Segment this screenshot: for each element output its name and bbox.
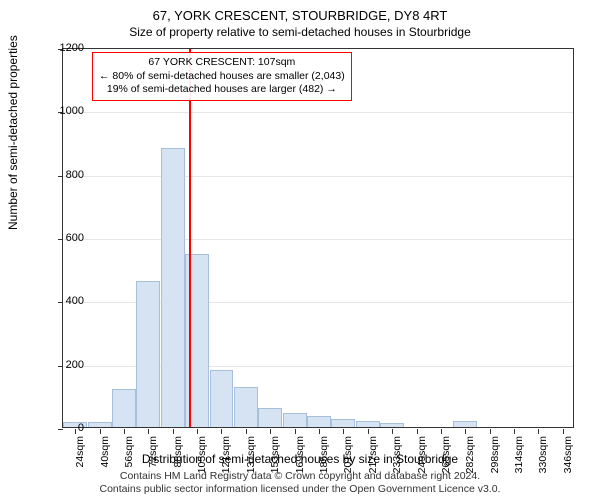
annotation-line: 67 YORK CRESCENT: 107sqm bbox=[99, 56, 345, 70]
x-tick-mark bbox=[392, 429, 393, 434]
y-tick-label: 400 bbox=[66, 295, 84, 307]
x-tick-label: 88sqm bbox=[172, 436, 184, 476]
x-tick-label: 153sqm bbox=[269, 436, 281, 476]
x-tick-label: 169sqm bbox=[294, 436, 306, 476]
x-tick-label: 314sqm bbox=[513, 436, 525, 476]
histogram-bar bbox=[136, 281, 160, 427]
x-tick-mark bbox=[319, 429, 320, 434]
x-tick-mark bbox=[124, 429, 125, 434]
x-tick-mark bbox=[441, 429, 442, 434]
histogram-bar bbox=[258, 408, 282, 427]
histogram-bar bbox=[283, 413, 307, 427]
x-tick-mark bbox=[514, 429, 515, 434]
x-tick-mark bbox=[417, 429, 418, 434]
x-tick-mark bbox=[465, 429, 466, 434]
x-tick-mark bbox=[563, 429, 564, 434]
x-tick-mark bbox=[490, 429, 491, 434]
x-tick-label: 346sqm bbox=[562, 436, 574, 476]
histogram-bar bbox=[234, 387, 258, 427]
x-tick-label: 201sqm bbox=[342, 436, 354, 476]
histogram-bar bbox=[88, 422, 112, 427]
annotation-line: 19% of semi-detached houses are larger (… bbox=[99, 83, 345, 97]
y-tick-mark bbox=[58, 302, 63, 303]
x-tick-mark bbox=[100, 429, 101, 434]
y-tick-mark bbox=[58, 176, 63, 177]
title-address: 67, YORK CRESCENT, STOURBRIDGE, DY8 4RT bbox=[0, 0, 600, 23]
x-tick-mark bbox=[148, 429, 149, 434]
histogram-bar bbox=[307, 416, 331, 427]
x-tick-label: 185sqm bbox=[318, 436, 330, 476]
x-tick-label: 330sqm bbox=[537, 436, 549, 476]
gridline bbox=[63, 112, 573, 113]
y-tick-label: 0 bbox=[78, 422, 84, 434]
x-tick-mark bbox=[246, 429, 247, 434]
y-tick-label: 600 bbox=[66, 232, 84, 244]
title-subtitle: Size of property relative to semi-detach… bbox=[0, 23, 600, 39]
x-tick-mark bbox=[173, 429, 174, 434]
x-tick-label: 105sqm bbox=[196, 436, 208, 476]
x-tick-label: 217sqm bbox=[367, 436, 379, 476]
histogram-chart bbox=[62, 48, 574, 428]
x-tick-mark bbox=[75, 429, 76, 434]
x-tick-label: 265sqm bbox=[440, 436, 452, 476]
y-tick-label: 1000 bbox=[60, 105, 84, 117]
gridline bbox=[63, 239, 573, 240]
x-tick-label: 137sqm bbox=[245, 436, 257, 476]
y-tick-mark bbox=[58, 429, 63, 430]
x-tick-mark bbox=[368, 429, 369, 434]
y-tick-mark bbox=[58, 366, 63, 367]
annotation-line: ← 80% of semi-detached houses are smalle… bbox=[99, 70, 345, 84]
histogram-bar bbox=[210, 370, 234, 427]
x-tick-label: 282sqm bbox=[464, 436, 476, 476]
property-marker-line bbox=[189, 49, 191, 427]
x-tick-label: 233sqm bbox=[391, 436, 403, 476]
x-tick-label: 298sqm bbox=[489, 436, 501, 476]
x-tick-mark bbox=[295, 429, 296, 434]
y-tick-label: 1200 bbox=[60, 42, 84, 54]
histogram-bar bbox=[161, 148, 185, 427]
x-tick-label: 72sqm bbox=[147, 436, 159, 476]
x-tick-label: 24sqm bbox=[74, 436, 86, 476]
histogram-bar bbox=[453, 421, 477, 427]
histogram-bar bbox=[112, 389, 136, 427]
x-tick-label: 56sqm bbox=[123, 436, 135, 476]
x-tick-label: 40sqm bbox=[99, 436, 111, 476]
x-tick-mark bbox=[538, 429, 539, 434]
y-axis-label: Number of semi-detached properties bbox=[6, 35, 20, 230]
x-tick-mark bbox=[270, 429, 271, 434]
y-tick-label: 200 bbox=[66, 359, 84, 371]
footer-line2: Contains public sector information licen… bbox=[0, 483, 600, 496]
x-tick-label: 249sqm bbox=[416, 436, 428, 476]
gridline bbox=[63, 176, 573, 177]
x-tick-label: 121sqm bbox=[220, 436, 232, 476]
annotation-box: 67 YORK CRESCENT: 107sqm← 80% of semi-de… bbox=[92, 52, 352, 101]
histogram-bar bbox=[356, 421, 380, 427]
y-tick-label: 800 bbox=[66, 169, 84, 181]
y-tick-mark bbox=[58, 239, 63, 240]
x-tick-mark bbox=[343, 429, 344, 434]
histogram-bar bbox=[380, 423, 404, 427]
x-tick-mark bbox=[221, 429, 222, 434]
x-tick-mark bbox=[197, 429, 198, 434]
histogram-bar bbox=[331, 419, 355, 427]
